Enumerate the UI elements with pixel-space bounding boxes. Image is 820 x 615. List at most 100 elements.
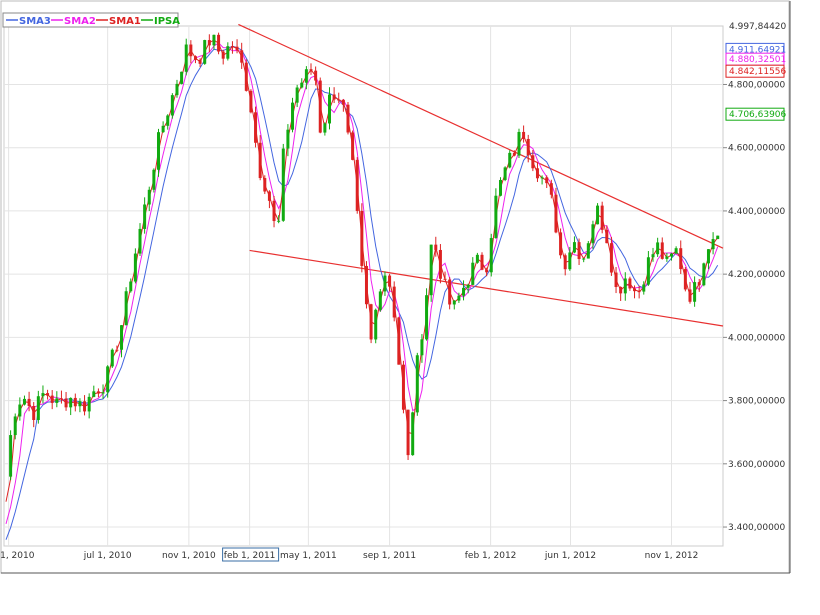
candle-body — [517, 131, 521, 156]
candle-body — [166, 115, 170, 126]
candle-body — [586, 243, 590, 259]
candle-body — [138, 228, 142, 254]
candle-body — [489, 238, 493, 273]
candle-body — [683, 269, 687, 290]
y-tick-label: 4.200,00000 — [728, 270, 786, 280]
plot-area — [3, 25, 724, 547]
candle-body — [656, 242, 660, 255]
candle-body — [22, 398, 26, 405]
candle-body — [115, 349, 119, 351]
candle-body — [314, 70, 318, 81]
candle-body — [27, 398, 31, 407]
candle-body — [156, 132, 160, 170]
candle-body — [443, 278, 447, 280]
x-tick-label: jun 1, 2012 — [544, 551, 596, 561]
candle-body — [494, 195, 498, 239]
candle-body — [36, 396, 40, 420]
legend: SMA3 SMA2 SMA1 IPSA — [2, 12, 180, 28]
candle-body — [161, 125, 165, 133]
candle-body — [711, 239, 715, 250]
candle-body — [323, 123, 327, 133]
candle-body — [203, 40, 207, 64]
candle-body — [87, 396, 91, 412]
candle-body — [46, 393, 50, 396]
y-axis: 4.800,00000 4.600,00000 4.400,00000 4.200,0… — [723, 80, 786, 533]
candle-body — [633, 288, 637, 292]
candle-body — [309, 69, 313, 71]
candle-body — [401, 364, 405, 410]
candle-body — [337, 99, 341, 101]
candle-body — [600, 205, 604, 230]
candle-body — [706, 249, 710, 264]
price-tag-box — [725, 64, 785, 78]
candle-body — [263, 178, 267, 192]
candle-body — [702, 263, 706, 286]
candle-body — [184, 44, 188, 72]
candle-body — [415, 355, 419, 413]
candle-body — [147, 189, 151, 205]
x-axis: feb 1, 2010 jul 1, 2010 nov 1, 2010 feb 1, … — [0, 547, 699, 562]
candle-body — [327, 94, 331, 124]
candle-body — [355, 159, 359, 211]
candle-body — [411, 412, 415, 456]
y-tick-label: 4.400,00000 — [728, 207, 786, 217]
x-tick-highlight-box — [222, 547, 280, 562]
candle-body — [697, 282, 701, 286]
candle-body — [180, 71, 184, 84]
candle-body — [59, 398, 63, 400]
candle-body — [175, 83, 179, 96]
candle-body — [152, 169, 156, 190]
candle-body — [360, 210, 364, 266]
candle-body — [78, 401, 82, 407]
candle-body — [18, 404, 22, 417]
candle-body — [535, 168, 539, 179]
candle-body — [189, 44, 193, 57]
y-tick-label: 4.000,00000 — [728, 333, 786, 343]
candle-body — [471, 262, 475, 285]
legend-label: SMA3 — [19, 16, 51, 27]
candle-body — [498, 179, 502, 196]
candle-body — [591, 224, 595, 244]
x-tick-label: feb 1, 2010 — [0, 551, 35, 561]
candle-body — [254, 112, 258, 143]
candle-body — [646, 257, 650, 285]
candle-body — [143, 204, 147, 229]
candle-body — [133, 253, 137, 282]
candle-body — [568, 252, 572, 270]
candle-body — [249, 90, 253, 113]
candle-body — [397, 317, 401, 365]
candle-body — [207, 40, 211, 46]
price-tag-label: 4.911,64921 — [729, 45, 786, 55]
candle-body — [466, 284, 470, 288]
candle-body — [364, 265, 368, 305]
candle-body — [73, 397, 77, 407]
candle-body — [438, 249, 442, 279]
candle-body — [318, 80, 322, 133]
candle-body — [549, 183, 553, 195]
candle-body — [383, 275, 387, 292]
y-tick-label: 4.600,00000 — [728, 144, 786, 154]
candle-body — [563, 255, 567, 270]
candle-body — [13, 416, 17, 436]
y-tick-label: 3.600,00000 — [728, 460, 786, 470]
candle-body — [434, 244, 438, 250]
candle-body — [485, 269, 489, 273]
legend-label: SMA1 — [109, 16, 141, 27]
legend-label: SMA2 — [64, 16, 96, 27]
candle-body — [619, 287, 623, 294]
candle-body — [83, 401, 87, 412]
candle-body — [221, 51, 225, 59]
candle-body — [64, 398, 68, 408]
price-candles — [9, 32, 720, 481]
candle-body — [96, 391, 100, 394]
candle-body — [295, 87, 299, 103]
x-tick-label: feb 1, 2011 — [224, 551, 276, 561]
x-tick-label: jul 1, 2010 — [83, 551, 132, 561]
candle-body — [110, 349, 114, 367]
x-tick-label: nov 1, 2012 — [645, 551, 699, 561]
candle-body — [642, 284, 646, 292]
candle-body — [277, 220, 281, 222]
candle-body — [240, 50, 244, 63]
candle-body — [101, 392, 105, 394]
